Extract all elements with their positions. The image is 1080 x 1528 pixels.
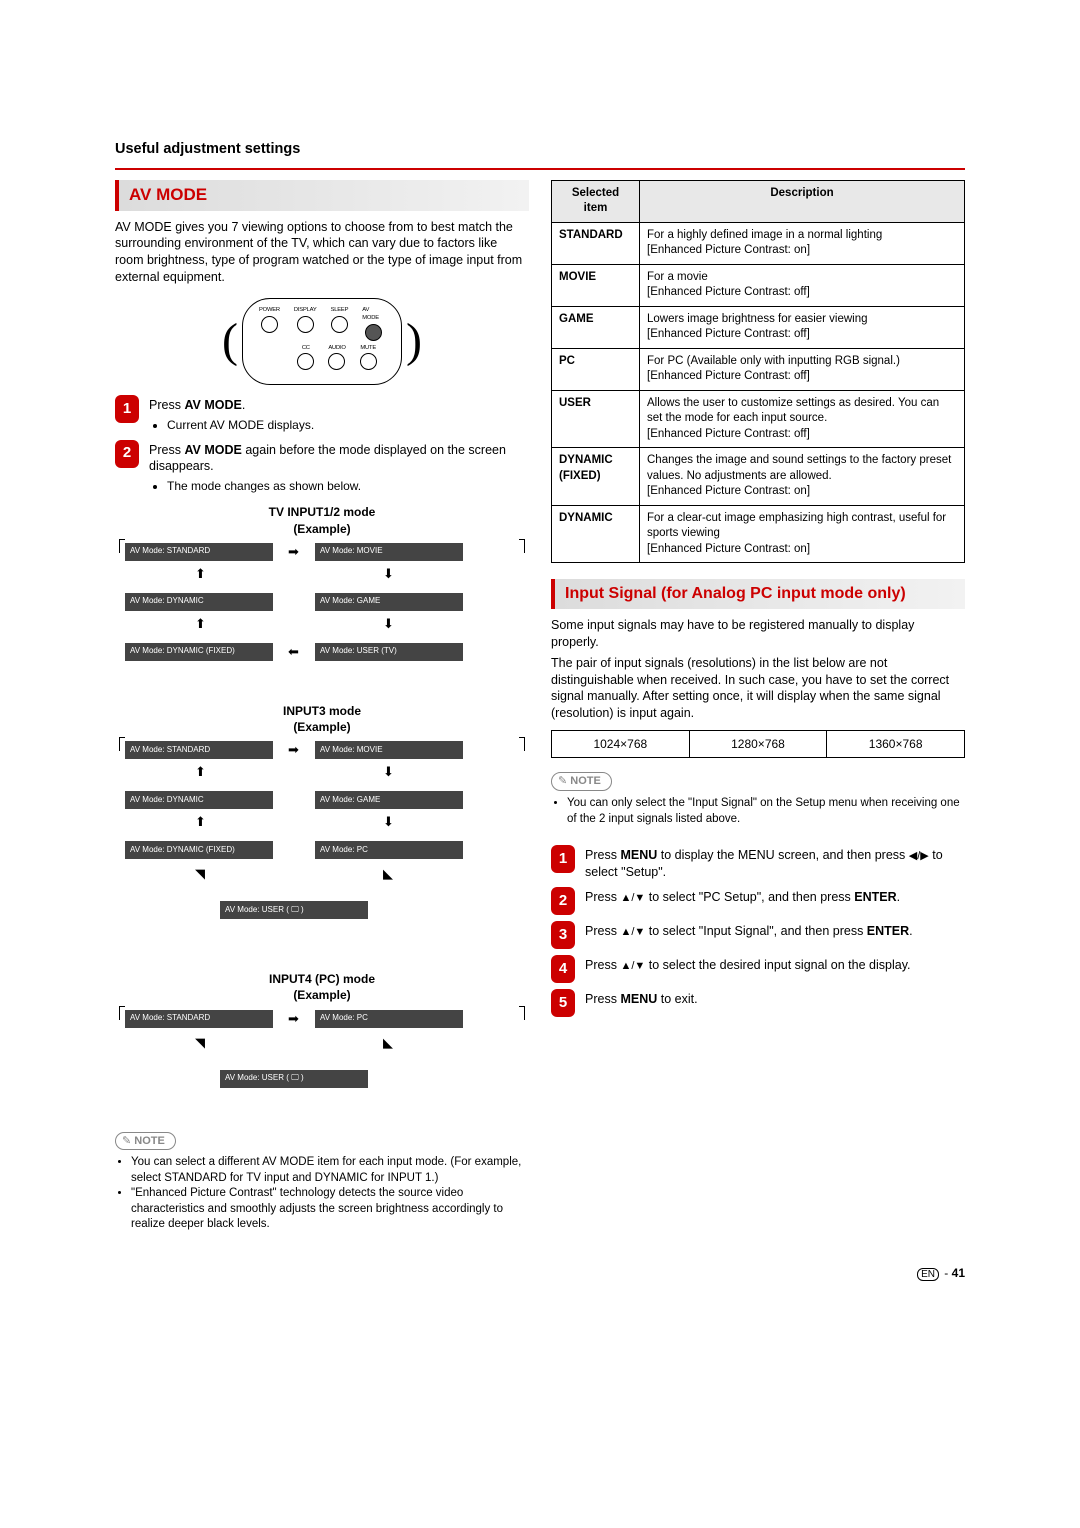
diag1: AV Mode: STANDARD AV Mode: MOVIE ➡ ⬆ ⬇ A… <box>115 543 529 693</box>
td: For a clear-cut image emphasizing high c… <box>640 505 965 563</box>
audio-button-icon <box>328 353 345 370</box>
mode-box: AV Mode: PC <box>315 841 463 859</box>
th-desc: Description <box>640 180 965 222</box>
note-item: "Enhanced Picture Contrast" technology d… <box>131 1186 529 1233</box>
res-cell: 1280×768 <box>689 731 827 758</box>
td: For PC (Available only with inputting RG… <box>640 348 965 390</box>
left-right-icon: ◀/▶ <box>909 850 929 862</box>
td: DYNAMIC (FIXED) <box>552 448 640 506</box>
btn-lbl-audio: AUDIO <box>328 345 345 353</box>
td: MOVIE <box>552 264 640 306</box>
mode-box: AV Mode: MOVIE <box>315 741 463 759</box>
mode-box: AV Mode: USER (TV) <box>315 643 463 661</box>
avmode-button-icon <box>365 324 382 341</box>
avmode-title: AV MODE <box>115 180 529 211</box>
mode-box: AV Mode: MOVIE <box>315 543 463 561</box>
mode-box: AV Mode: USER ( 🖵 ) <box>220 901 368 919</box>
th-item: Selected item <box>552 180 640 222</box>
input-signal-title: Input Signal (for Analog PC input mode o… <box>551 579 965 609</box>
step-badge: 2 <box>551 887 575 915</box>
up-down-icon: ▲/▼ <box>620 892 645 904</box>
td: Allows the user to customize settings as… <box>640 390 965 448</box>
avmode-table: Selected itemDescription STANDARDFor a h… <box>551 180 965 564</box>
step-badge: 4 <box>551 955 575 983</box>
left-column: AV MODE AV MODE gives you 7 viewing opti… <box>115 180 529 1233</box>
td: Changes the image and sound settings to … <box>640 448 965 506</box>
left-step-1: 1 Press AV MODE. Current AV MODE display… <box>115 395 529 433</box>
mode-box: AV Mode: USER ( 🖵 ) <box>220 1070 368 1088</box>
td: GAME <box>552 306 640 348</box>
btn-lbl-avmode: AV MODE <box>362 307 385 323</box>
avmode-intro: AV MODE gives you 7 viewing options to c… <box>115 219 529 287</box>
td: DYNAMIC <box>552 505 640 563</box>
right-step-1: 1 Press MENU to display the MENU screen,… <box>551 845 965 881</box>
mode-box: AV Mode: GAME <box>315 593 463 611</box>
res-cell: 1024×768 <box>552 731 690 758</box>
step-badge: 3 <box>551 921 575 949</box>
diag2-title: INPUT3 mode (Example) <box>115 703 529 735</box>
sig-p2: The pair of input signals (resolutions) … <box>551 655 965 723</box>
diag2: AV Mode: STANDARD AV Mode: MOVIE ➡ ⬆ ⬇ A… <box>115 741 529 961</box>
note-badge: NOTE <box>115 1132 176 1151</box>
mode-box: AV Mode: STANDARD <box>125 741 273 759</box>
td: Lowers image brightness for easier viewi… <box>640 306 965 348</box>
right-step-3: 3 Press ▲/▼ to select "Input Signal", an… <box>551 921 965 949</box>
note-item: You can only select the "Input Signal" o… <box>567 796 965 827</box>
up-down-icon: ▲/▼ <box>620 960 645 972</box>
mode-box: AV Mode: DYNAMIC <box>125 791 273 809</box>
remote-diagram: ( POWER DISPLAY SLEEP AV MODE CC AUDIO M… <box>222 298 422 385</box>
mode-box: AV Mode: PC <box>315 1010 463 1028</box>
btn-lbl-power: POWER <box>259 307 280 315</box>
sleep-button-icon <box>331 316 348 333</box>
resolution-table: 1024×768 1280×768 1360×768 <box>551 730 965 758</box>
td: PC <box>552 348 640 390</box>
td: For a movie [Enhanced Picture Contrast: … <box>640 264 965 306</box>
mute-button-icon <box>360 353 377 370</box>
diag3-title: INPUT4 (PC) mode (Example) <box>115 971 529 1003</box>
mode-box: AV Mode: STANDARD <box>125 1010 273 1028</box>
header-rule <box>115 168 965 170</box>
td: For a highly defined image in a normal l… <box>640 222 965 264</box>
page-number: 41 <box>952 1266 965 1280</box>
step1-bullet: Current AV MODE displays. <box>167 417 529 433</box>
display-button-icon <box>297 316 314 333</box>
up-down-icon: ▲/▼ <box>620 926 645 938</box>
power-button-icon <box>261 316 278 333</box>
right-step-2: 2 Press ▲/▼ to select "PC Setup", and th… <box>551 887 965 915</box>
right-step-5: 5 Press MENU to exit. <box>551 989 965 1017</box>
step2-bullet: The mode changes as shown below. <box>167 478 529 494</box>
right-column: Selected itemDescription STANDARDFor a h… <box>551 180 965 1233</box>
mode-box: AV Mode: DYNAMIC (FIXED) <box>125 841 273 859</box>
mode-box: AV Mode: DYNAMIC (FIXED) <box>125 643 273 661</box>
btn-lbl-mute: MUTE <box>360 345 376 353</box>
cc-button-icon <box>297 353 314 370</box>
mode-box: AV Mode: STANDARD <box>125 543 273 561</box>
td: STANDARD <box>552 222 640 264</box>
page-header: Useful adjustment settings <box>115 140 965 160</box>
note-badge: NOTE <box>551 772 612 791</box>
right-notes: You can only select the "Input Signal" o… <box>551 796 965 827</box>
diag1-title: TV INPUT1/2 mode (Example) <box>115 504 529 536</box>
mode-box: AV Mode: GAME <box>315 791 463 809</box>
res-cell: 1360×768 <box>827 731 965 758</box>
page-footer: EN - 41 <box>115 1265 965 1282</box>
btn-lbl-cc: CC <box>302 345 310 353</box>
td: USER <box>552 390 640 448</box>
step-badge: 5 <box>551 989 575 1017</box>
step-badge: 2 <box>115 440 139 468</box>
diag3: AV Mode: STANDARD AV Mode: PC ➡ ◥ ◣ AV M… <box>115 1010 529 1120</box>
btn-lbl-display: DISPLAY <box>294 307 317 315</box>
left-notes: You can select a different AV MODE item … <box>115 1155 529 1233</box>
lang-badge: EN <box>917 1268 939 1281</box>
btn-lbl-sleep: SLEEP <box>331 307 349 315</box>
note-item: You can select a different AV MODE item … <box>131 1155 529 1186</box>
step-badge: 1 <box>551 845 575 873</box>
mode-box: AV Mode: DYNAMIC <box>125 593 273 611</box>
sig-p1: Some input signals may have to be regist… <box>551 617 965 651</box>
step-badge: 1 <box>115 395 139 423</box>
left-step-2: 2 Press AV MODE again before the mode di… <box>115 440 529 495</box>
right-step-4: 4 Press ▲/▼ to select the desired input … <box>551 955 965 983</box>
